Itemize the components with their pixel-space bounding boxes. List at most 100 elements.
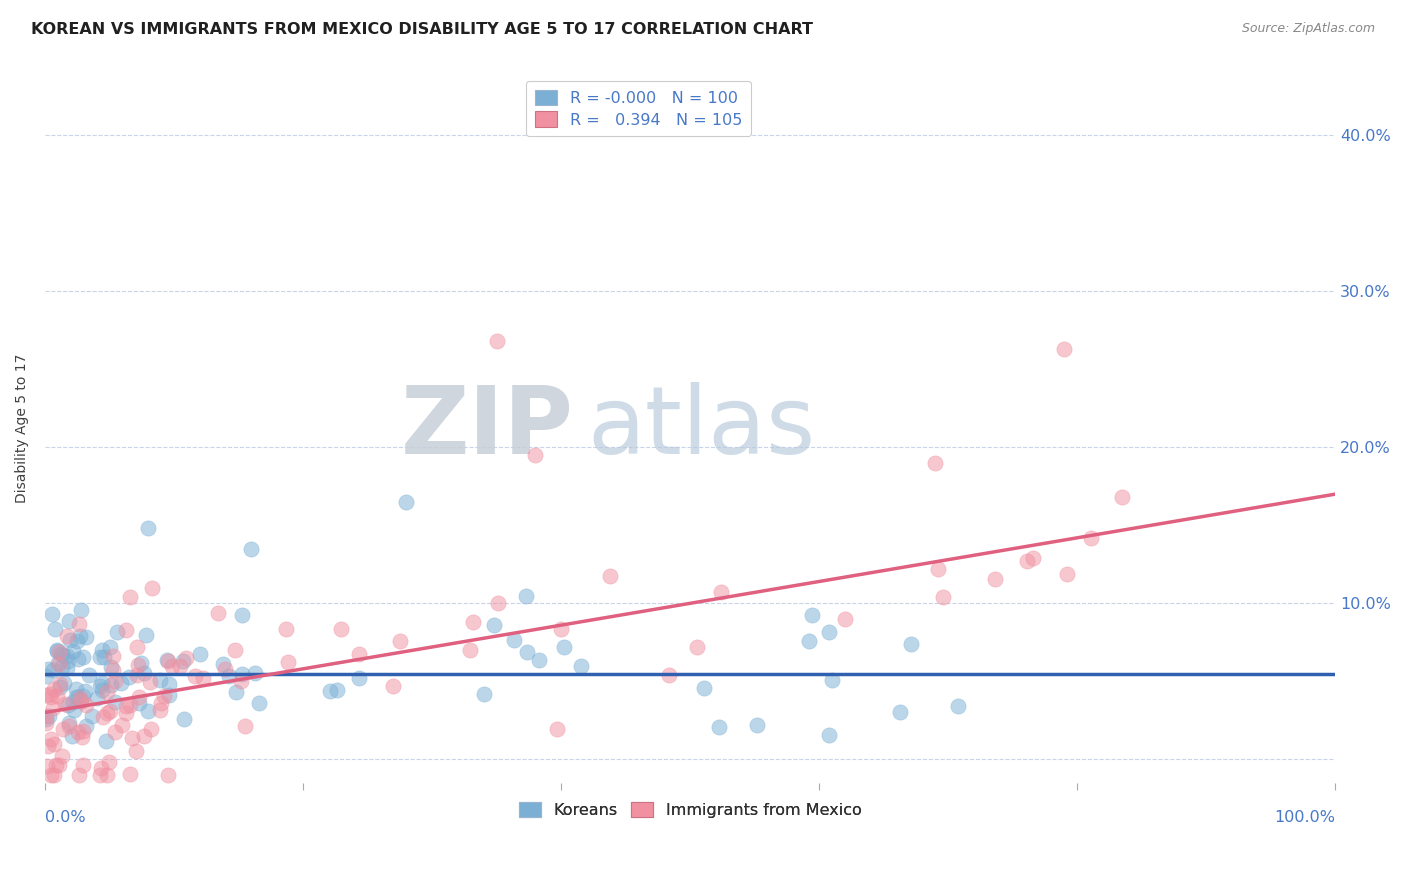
Point bbox=[218, 669, 240, 683]
Point bbox=[707, 720, 730, 734]
Point bbox=[58, 719, 80, 733]
Point bbox=[569, 659, 592, 673]
Point bbox=[39, 768, 62, 782]
Point bbox=[73, 684, 96, 698]
Point bbox=[173, 712, 195, 726]
Point bbox=[97, 755, 120, 769]
Point bbox=[42, 701, 65, 715]
Point bbox=[1111, 490, 1133, 504]
Point bbox=[35, 715, 58, 730]
Point bbox=[243, 666, 266, 681]
Point bbox=[599, 568, 621, 582]
Point bbox=[120, 767, 142, 781]
Point bbox=[120, 590, 142, 604]
Point bbox=[96, 706, 118, 721]
Point bbox=[516, 645, 538, 659]
Point bbox=[38, 709, 60, 723]
Point bbox=[37, 739, 59, 753]
Point bbox=[93, 649, 115, 664]
Point bbox=[44, 737, 66, 751]
Point bbox=[136, 704, 159, 718]
Point bbox=[52, 722, 75, 736]
Point bbox=[817, 728, 839, 742]
Point bbox=[347, 647, 370, 661]
Point bbox=[153, 689, 176, 703]
Point bbox=[129, 656, 152, 670]
Point bbox=[136, 521, 159, 535]
Point bbox=[127, 640, 149, 655]
Point bbox=[207, 606, 229, 620]
Point bbox=[821, 673, 844, 688]
Point bbox=[70, 730, 93, 744]
Point bbox=[184, 669, 207, 683]
Point bbox=[51, 660, 73, 674]
Point bbox=[35, 758, 58, 772]
Point bbox=[834, 612, 856, 626]
Point bbox=[91, 710, 114, 724]
Point bbox=[128, 690, 150, 704]
Point bbox=[191, 671, 214, 685]
Point bbox=[515, 589, 537, 603]
Point bbox=[231, 607, 253, 622]
Point bbox=[349, 671, 371, 685]
Point bbox=[132, 665, 155, 680]
Point bbox=[546, 723, 568, 737]
Point bbox=[37, 662, 59, 676]
Point bbox=[91, 643, 114, 657]
Point bbox=[98, 640, 121, 655]
Point bbox=[65, 690, 87, 705]
Point bbox=[503, 632, 526, 647]
Point bbox=[72, 649, 94, 664]
Point bbox=[49, 647, 72, 661]
Point bbox=[1017, 554, 1039, 568]
Point bbox=[59, 633, 82, 648]
Point bbox=[135, 628, 157, 642]
Point bbox=[149, 703, 172, 717]
Point bbox=[120, 698, 142, 712]
Point bbox=[247, 696, 270, 710]
Point bbox=[94, 733, 117, 747]
Point bbox=[1080, 531, 1102, 545]
Point bbox=[98, 704, 121, 718]
Point bbox=[39, 690, 62, 704]
Point bbox=[485, 334, 508, 349]
Point bbox=[100, 660, 122, 674]
Point bbox=[156, 653, 179, 667]
Point bbox=[382, 679, 405, 693]
Point bbox=[900, 637, 922, 651]
Point bbox=[524, 448, 547, 462]
Point bbox=[103, 663, 125, 677]
Point bbox=[72, 689, 94, 703]
Point bbox=[70, 603, 93, 617]
Point bbox=[233, 719, 256, 733]
Point bbox=[115, 706, 138, 721]
Point bbox=[56, 661, 79, 675]
Point bbox=[45, 642, 67, 657]
Point bbox=[127, 658, 149, 673]
Text: KOREAN VS IMMIGRANTS FROM MEXICO DISABILITY AGE 5 TO 17 CORRELATION CHART: KOREAN VS IMMIGRANTS FROM MEXICO DISABIL… bbox=[31, 22, 813, 37]
Point bbox=[111, 718, 134, 732]
Point bbox=[527, 653, 550, 667]
Point bbox=[889, 705, 911, 719]
Point bbox=[91, 676, 114, 690]
Point bbox=[96, 768, 118, 782]
Point bbox=[53, 676, 76, 690]
Point bbox=[157, 768, 180, 782]
Point bbox=[818, 625, 841, 640]
Point bbox=[388, 634, 411, 648]
Point bbox=[149, 673, 172, 688]
Point bbox=[35, 712, 58, 726]
Point bbox=[141, 581, 163, 595]
Point bbox=[128, 696, 150, 710]
Text: 100.0%: 100.0% bbox=[1274, 810, 1336, 825]
Point bbox=[49, 677, 72, 691]
Point bbox=[89, 679, 111, 693]
Point bbox=[70, 694, 93, 708]
Point bbox=[710, 585, 733, 599]
Point bbox=[225, 684, 247, 698]
Point bbox=[1053, 342, 1076, 356]
Point bbox=[39, 731, 62, 746]
Point bbox=[231, 673, 253, 688]
Point bbox=[44, 622, 66, 636]
Point bbox=[461, 615, 484, 629]
